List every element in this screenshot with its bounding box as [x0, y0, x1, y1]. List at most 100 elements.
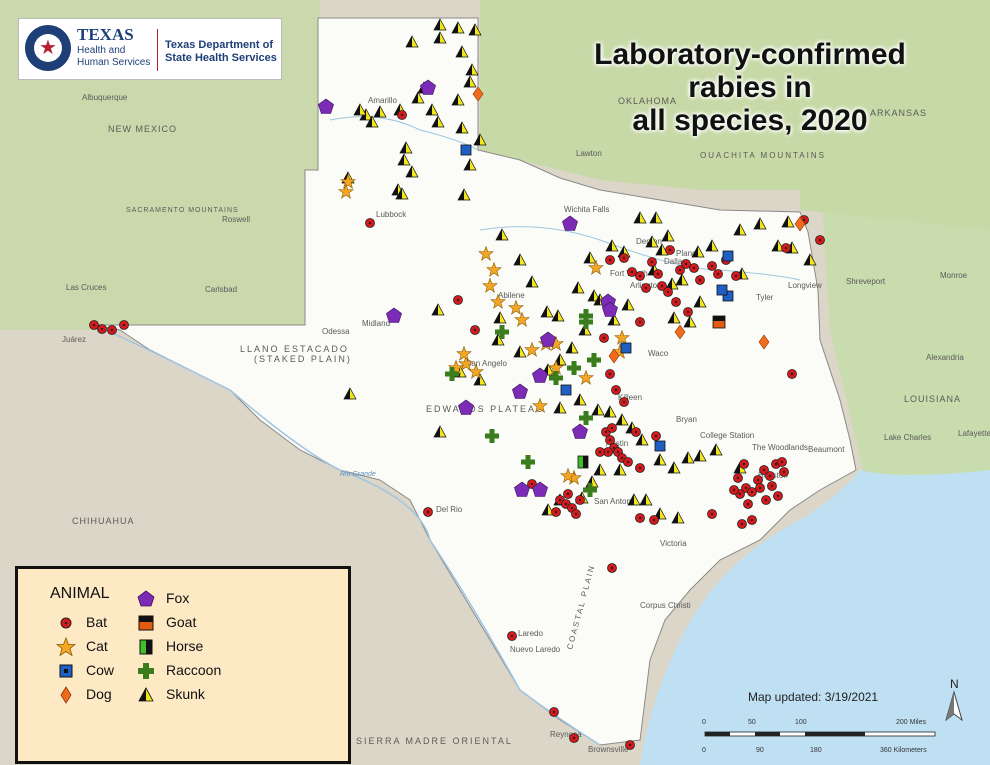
logo-sub: Health and Human Services	[77, 45, 151, 68]
bat-marker-center	[110, 328, 114, 332]
scale-tick-label: 0	[702, 747, 706, 754]
bat-marker-center	[776, 494, 780, 498]
place-label: Alexandria	[926, 353, 964, 362]
place-label: Laredo	[518, 629, 543, 638]
bat-marker-center	[780, 460, 784, 464]
place-label: Bryan	[676, 415, 697, 424]
place-label: Victoria	[660, 539, 687, 548]
bat-marker-center	[638, 320, 642, 324]
bat-marker-center	[782, 470, 786, 474]
skunk-marker-shade	[626, 422, 632, 433]
cat-marker	[448, 359, 464, 375]
region-label: LOUISIANA	[904, 394, 961, 404]
region-label: (STAKED PLAIN)	[254, 354, 352, 364]
bat-marker-center	[628, 743, 632, 747]
skunk-marker-shade	[354, 104, 360, 115]
region-label: ARKANSAS	[870, 108, 927, 118]
place-label: Odessa	[322, 327, 350, 336]
bat-marker-center	[698, 278, 702, 282]
place-label: Del Rio	[436, 505, 463, 514]
place-label: The Woodlands	[752, 443, 808, 452]
bat-marker-center	[774, 462, 778, 466]
region-label: OKLAHOMA	[618, 96, 677, 106]
place-label: Beaumont	[808, 445, 845, 454]
fox-marker	[458, 399, 474, 415]
skunk-marker-shade	[514, 346, 520, 357]
skunk-marker-shade	[640, 494, 646, 505]
bat-marker-center	[742, 462, 746, 466]
oklahoma-terrain	[480, 0, 990, 230]
bat-marker-center	[570, 506, 574, 510]
skunk-marker-shade	[566, 342, 572, 353]
raccoon-marker	[521, 455, 535, 469]
place-label: Austin	[606, 439, 628, 448]
bat-marker-center	[684, 262, 688, 266]
bat-marker-center	[558, 498, 562, 502]
bat-marker-center	[564, 502, 568, 506]
scale-tick-label: 100	[795, 719, 807, 726]
skunk-marker-shade	[496, 229, 502, 240]
bat-marker-center	[758, 486, 762, 490]
bat-marker-center	[736, 476, 740, 480]
cat-marker	[468, 363, 484, 379]
skunk-marker-shade	[541, 306, 547, 317]
skunk-marker-shade	[656, 244, 662, 255]
texas-seal-icon: ★	[25, 25, 71, 71]
cat-marker	[486, 261, 502, 277]
horse-square-icon	[139, 639, 153, 655]
skunk-marker-shade	[552, 310, 558, 321]
skunk-marker-shade	[710, 444, 716, 455]
region-label: SACRAMENTO MOUNTAINS	[126, 207, 239, 214]
cow-marker	[654, 440, 666, 452]
skunk-marker-shade	[684, 316, 690, 327]
skunk-marker-shade	[392, 184, 398, 195]
bat-marker-center	[638, 516, 642, 520]
fox-marker	[512, 383, 528, 399]
bat-marker-center	[762, 468, 766, 472]
skunk-marker-shade	[668, 312, 674, 323]
bat-marker-center	[554, 510, 558, 514]
bat-marker-center	[770, 484, 774, 488]
raccoon-marker	[583, 483, 597, 497]
dog-marker	[758, 334, 770, 350]
place-label: College Station	[700, 431, 754, 440]
skunk-marker-shade	[464, 159, 470, 170]
cat-marker	[490, 293, 506, 309]
skunk-marker-shade	[494, 312, 500, 323]
legend: ANIMAL Bat Cat Cow Dog Fox Goat Horse Ra…	[15, 566, 351, 764]
legend-label: Horse	[166, 638, 204, 654]
bat-marker-center	[710, 512, 714, 516]
legend-label: Fox	[166, 590, 190, 606]
region-label: CHIHUAHUA	[72, 516, 135, 526]
bat-marker-center	[764, 498, 768, 502]
goat-square-icon	[138, 615, 154, 631]
region-label: NEW MEXICO	[108, 124, 177, 134]
skunk-marker-shade	[592, 404, 598, 415]
place-label: Albuquerque	[82, 93, 128, 102]
skunk-marker-shade	[676, 274, 682, 285]
bat-marker-center	[738, 492, 742, 496]
skunk-marker-shade	[734, 462, 740, 473]
bat-marker-center	[456, 298, 460, 302]
legend-label: Raccoon	[166, 662, 222, 678]
bat-marker-center	[622, 256, 626, 260]
skunk-marker-shade	[374, 106, 380, 117]
title-line-3: all species, 2020	[632, 104, 868, 137]
skunk-marker-shade	[584, 252, 590, 263]
bat-marker-center	[644, 286, 648, 290]
place-label: Waco	[648, 349, 669, 358]
skunk-marker-shade	[406, 36, 412, 47]
cat-marker	[338, 183, 354, 199]
fox-marker	[602, 301, 618, 317]
bat-marker-center	[426, 510, 430, 514]
logo-name: TEXAS	[77, 25, 134, 44]
cat-marker	[456, 345, 472, 361]
river-label: Rio Grande	[340, 471, 376, 478]
fox-marker	[532, 481, 548, 497]
scale-tick-label: 0	[702, 719, 706, 726]
legend-title: ANIMAL	[50, 585, 110, 602]
north-label: N	[950, 677, 959, 691]
bat-marker-center	[368, 221, 372, 225]
skunk-marker-shade	[616, 414, 622, 425]
cow-marker	[722, 290, 734, 302]
